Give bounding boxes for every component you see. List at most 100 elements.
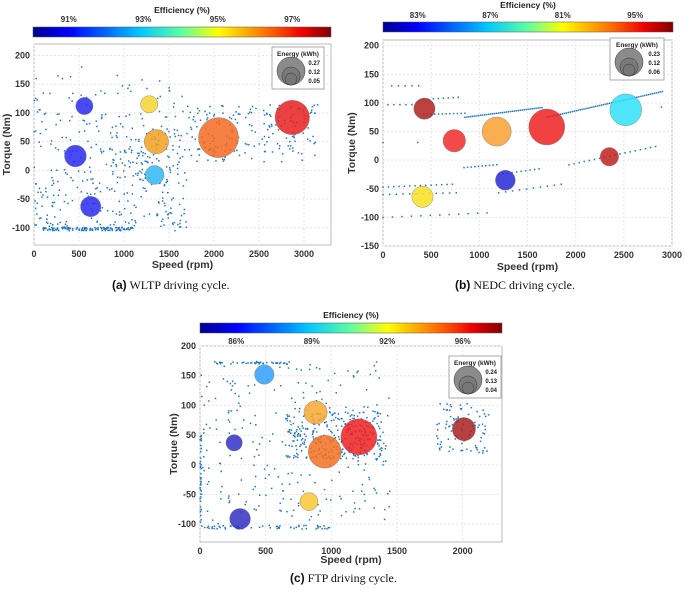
- operating-point: [188, 149, 191, 151]
- operating-point: [397, 85, 400, 87]
- operating-point: [71, 229, 74, 231]
- operating-point: [120, 213, 123, 216]
- operating-point: [221, 362, 223, 364]
- operating-point: [230, 117, 233, 120]
- energy-bubble: [452, 417, 476, 441]
- operating-point: [358, 412, 361, 414]
- operating-point: [182, 185, 185, 187]
- operating-point: [342, 448, 344, 451]
- operating-point: [179, 139, 181, 142]
- energy-bubble: [254, 364, 275, 385]
- operating-point: [565, 112, 568, 114]
- operating-point: [379, 412, 382, 415]
- operating-point: [45, 227, 47, 230]
- operating-point: [133, 204, 135, 207]
- operating-point: [137, 155, 140, 157]
- operating-point: [80, 191, 83, 193]
- x-tick-label: 2500: [614, 250, 634, 260]
- operating-point: [466, 166, 469, 169]
- operating-point: [178, 226, 181, 228]
- operating-point: [203, 526, 206, 529]
- operating-point: [392, 185, 395, 188]
- operating-point: [472, 115, 474, 118]
- operating-point: [57, 228, 59, 230]
- operating-point: [36, 202, 38, 204]
- legend-size-circle: [622, 63, 636, 77]
- operating-point: [654, 145, 657, 148]
- operating-point: [68, 229, 70, 232]
- operating-point: [287, 456, 289, 458]
- operating-point: [532, 187, 535, 189]
- operating-point: [45, 190, 47, 193]
- operating-point: [119, 151, 122, 153]
- x-axis-label: Speed (rpm): [320, 554, 381, 566]
- operating-point: [259, 361, 262, 364]
- operating-point: [230, 362, 232, 365]
- operating-point: [136, 174, 139, 176]
- operating-point: [258, 454, 260, 456]
- operating-point: [434, 113, 436, 115]
- operating-point: [315, 431, 318, 433]
- operating-point: [164, 116, 167, 118]
- operating-point: [149, 156, 151, 159]
- operating-point: [437, 437, 439, 440]
- operating-point: [302, 427, 304, 429]
- operating-point: [42, 194, 44, 196]
- operating-point: [169, 171, 172, 173]
- operating-point: [313, 104, 315, 107]
- operating-point: [85, 229, 87, 232]
- operating-point: [78, 228, 80, 231]
- operating-point: [227, 411, 230, 414]
- operating-point: [115, 229, 117, 232]
- operating-point: [200, 467, 203, 470]
- operating-point: [353, 414, 355, 417]
- operating-point: [450, 430, 453, 432]
- operating-point: [84, 227, 87, 229]
- operating-point: [278, 104, 281, 107]
- operating-point: [140, 150, 143, 153]
- operating-point: [275, 412, 277, 414]
- operating-point: [200, 374, 202, 376]
- operating-point: [166, 180, 169, 183]
- colorbar-tick-label: 89%: [304, 337, 320, 346]
- operating-point: [328, 428, 330, 431]
- operating-point: [518, 189, 521, 191]
- operating-point: [295, 448, 298, 451]
- operating-point: [488, 164, 491, 167]
- operating-point: [300, 444, 302, 446]
- operating-point: [279, 502, 281, 504]
- operating-point: [179, 157, 181, 159]
- operating-point: [203, 428, 205, 431]
- operating-point: [451, 424, 454, 426]
- operating-point: [70, 176, 72, 179]
- y-tick-label: -50: [17, 194, 30, 204]
- operating-point: [604, 103, 607, 105]
- operating-point: [222, 525, 225, 527]
- y-tick-label: -50: [183, 489, 196, 499]
- operating-point: [96, 221, 98, 223]
- colorbar-tick-label: 95%: [210, 15, 226, 24]
- caption-text: WLTP driving cycle.: [129, 278, 230, 292]
- operating-point: [299, 445, 301, 448]
- operating-point: [384, 447, 387, 450]
- operating-point: [372, 410, 374, 412]
- operating-point: [199, 521, 202, 523]
- operating-point: [71, 199, 74, 202]
- operating-point: [382, 216, 384, 219]
- operating-point: [35, 97, 37, 100]
- operating-point: [281, 153, 284, 155]
- operating-point: [237, 113, 240, 115]
- operating-point: [33, 166, 36, 169]
- y-tick-label: 50: [186, 430, 196, 440]
- operating-point: [241, 427, 244, 429]
- operating-point: [144, 152, 146, 155]
- operating-point: [125, 136, 128, 138]
- operating-point: [304, 439, 306, 441]
- operating-point: [177, 173, 179, 176]
- operating-point: [280, 160, 283, 163]
- operating-point: [460, 449, 462, 452]
- operating-point: [420, 215, 422, 217]
- operating-point: [250, 527, 253, 529]
- operating-point: [334, 412, 336, 414]
- operating-point: [61, 227, 64, 230]
